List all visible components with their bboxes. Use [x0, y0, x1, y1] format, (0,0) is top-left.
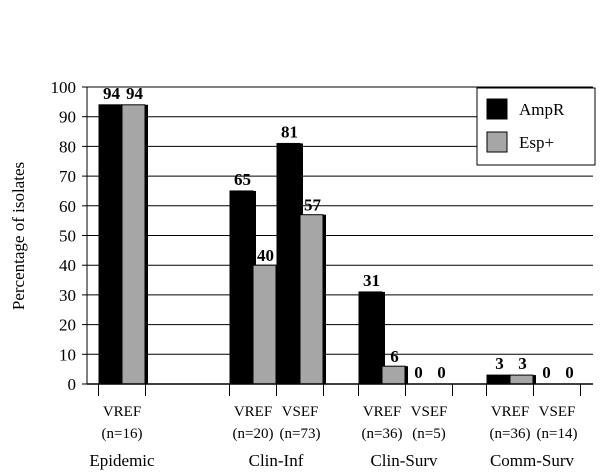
- y-tick-label: 50: [59, 227, 76, 246]
- y-tick-label: 0: [68, 375, 77, 394]
- y-tick-label: 20: [59, 316, 76, 335]
- group-label: Clin-Inf: [249, 451, 304, 470]
- data-label: 0: [565, 363, 574, 382]
- data-label: 65: [234, 170, 251, 189]
- group-label: Comm-Surv: [490, 451, 575, 470]
- data-label: 3: [495, 354, 504, 373]
- category-label: VREF: [103, 404, 141, 420]
- category-n-label: (n=20): [233, 426, 274, 442]
- data-label: 0: [437, 363, 446, 382]
- bar: [98, 104, 123, 385]
- bar: [276, 142, 301, 385]
- group-label: Clin-Surv: [370, 451, 438, 470]
- bar: [486, 374, 511, 385]
- category-n-label: (n=36): [490, 426, 531, 442]
- data-label: 40: [257, 246, 274, 265]
- data-label: 94: [103, 84, 121, 103]
- y-tick-label: 90: [59, 108, 76, 127]
- group-label: Epidemic: [89, 451, 155, 470]
- y-tick-label: 40: [59, 256, 76, 275]
- category-label: VREF: [491, 404, 529, 420]
- data-label: 57: [304, 196, 322, 215]
- y-tick-label: 10: [59, 345, 76, 364]
- y-tick-label: 80: [59, 137, 76, 156]
- data-label: 31: [363, 271, 380, 290]
- legend-swatch: [486, 98, 508, 120]
- category-n-label: (n=14): [537, 426, 578, 442]
- legend-swatch: [486, 131, 508, 153]
- bar: [252, 264, 277, 385]
- bar: [299, 214, 324, 385]
- category-n-label: (n=73): [280, 426, 321, 442]
- bars: [98, 104, 536, 385]
- category-label: VSEF: [539, 404, 576, 420]
- legend: AmpR Esp+: [476, 87, 596, 166]
- bar: [381, 365, 406, 385]
- category-label: VREF: [363, 404, 401, 420]
- y-tick-label: 70: [59, 167, 76, 186]
- y-tick-label: 100: [51, 78, 77, 97]
- data-label: 81: [281, 122, 298, 141]
- bar: [358, 291, 383, 385]
- x-axis: VREF (n=16) Epidemic VREF (n=20) VSEF (n=73) Cl…: [87, 383, 593, 470]
- y-tick-label: 30: [59, 286, 76, 305]
- category-n-label: (n=16): [102, 426, 143, 442]
- category-label: VSEF: [282, 404, 319, 420]
- legend-label: AmpR: [519, 100, 565, 119]
- data-label: 6: [390, 347, 399, 366]
- data-label: 0: [414, 363, 423, 382]
- data-label: 94: [126, 84, 144, 103]
- category-label: VSEF: [411, 404, 448, 420]
- y-axis: 0 10 20 30 40 50 60 70 80 90 100: [51, 78, 88, 394]
- bar: [509, 374, 534, 385]
- bar: [229, 190, 254, 385]
- data-label: 0: [542, 363, 551, 382]
- bar: [121, 104, 146, 385]
- category-n-label: (n=36): [362, 426, 403, 442]
- y-tick-label: 60: [59, 197, 76, 216]
- category-label: VREF: [234, 404, 272, 420]
- category-n-label: (n=5): [412, 426, 445, 442]
- data-label: 3: [518, 354, 527, 373]
- legend-label: Esp+: [519, 133, 554, 152]
- y-axis-label: Percentage of isolates: [9, 162, 28, 310]
